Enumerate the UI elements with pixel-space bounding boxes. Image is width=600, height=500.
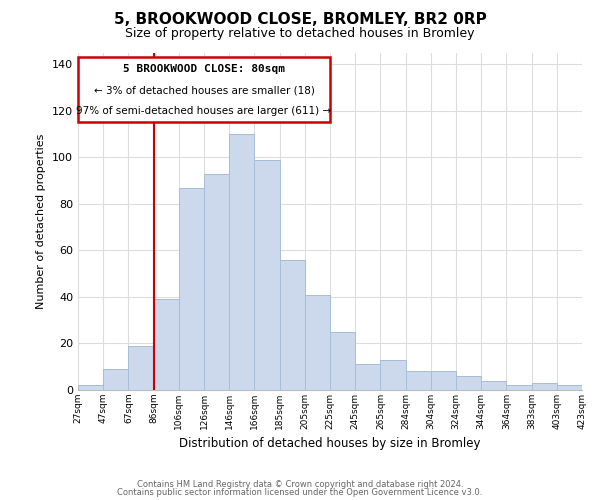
- Bar: [154, 299, 179, 390]
- Text: 5 BROOKWOOD CLOSE: 80sqm: 5 BROOKWOOD CLOSE: 80sqm: [123, 64, 285, 74]
- X-axis label: Distribution of detached houses by size in Bromley: Distribution of detached houses by size …: [179, 438, 481, 450]
- Bar: [330, 332, 355, 390]
- Text: Contains HM Land Registry data © Crown copyright and database right 2024.: Contains HM Land Registry data © Crown c…: [137, 480, 463, 489]
- Bar: [532, 383, 557, 390]
- Bar: [103, 369, 128, 390]
- Bar: [506, 386, 532, 390]
- Bar: [179, 188, 204, 390]
- Y-axis label: Number of detached properties: Number of detached properties: [37, 134, 46, 309]
- Text: 97% of semi-detached houses are larger (611) →: 97% of semi-detached houses are larger (…: [76, 106, 332, 116]
- Bar: [305, 294, 330, 390]
- Bar: [481, 380, 506, 390]
- Bar: [128, 346, 154, 390]
- Bar: [355, 364, 380, 390]
- Text: Size of property relative to detached houses in Bromley: Size of property relative to detached ho…: [125, 28, 475, 40]
- Text: Contains public sector information licensed under the Open Government Licence v3: Contains public sector information licen…: [118, 488, 482, 497]
- Bar: [456, 376, 481, 390]
- Bar: [380, 360, 406, 390]
- Text: ← 3% of detached houses are smaller (18): ← 3% of detached houses are smaller (18): [94, 85, 314, 95]
- Bar: [406, 372, 431, 390]
- Bar: [280, 260, 305, 390]
- Bar: [229, 134, 254, 390]
- Bar: [204, 174, 229, 390]
- Bar: [557, 386, 582, 390]
- Bar: [431, 372, 456, 390]
- Text: 5, BROOKWOOD CLOSE, BROMLEY, BR2 0RP: 5, BROOKWOOD CLOSE, BROMLEY, BR2 0RP: [113, 12, 487, 28]
- Bar: [254, 160, 280, 390]
- Bar: [78, 386, 103, 390]
- FancyBboxPatch shape: [78, 57, 330, 122]
